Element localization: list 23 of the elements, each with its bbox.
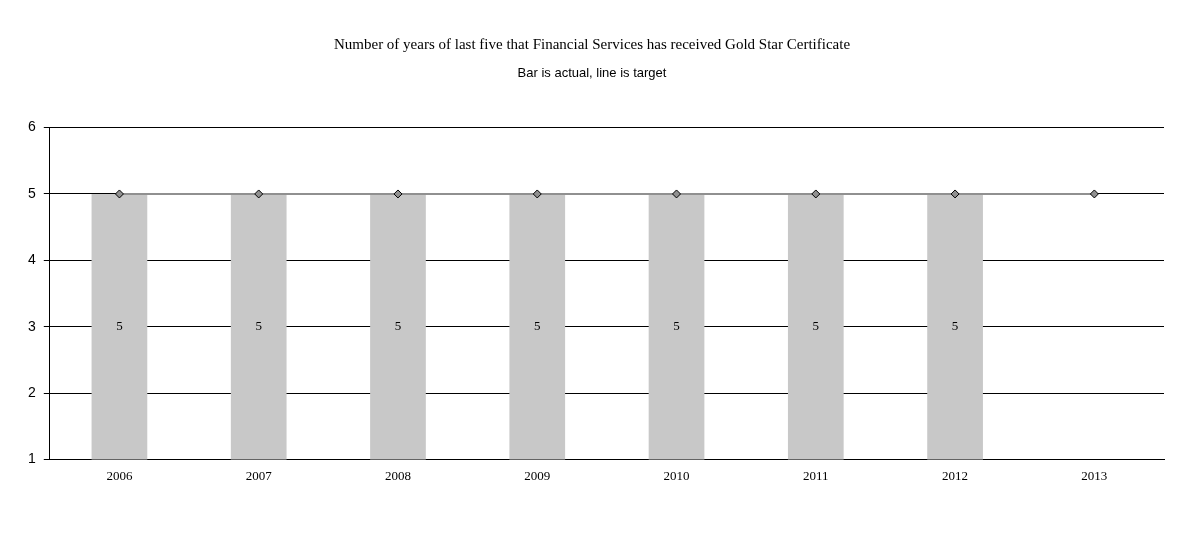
data-label: 5	[673, 318, 680, 334]
y-tick-label: 5	[27, 184, 36, 201]
data-label: 5	[534, 318, 541, 334]
x-tick-label: 2011	[803, 467, 829, 483]
x-tick-label: 2006	[106, 467, 133, 483]
data-label: 5	[255, 318, 262, 334]
data-label: 5	[812, 318, 820, 334]
x-tick-label: 2010	[663, 467, 690, 483]
data-label: 5	[951, 318, 959, 334]
x-tick-label: 2009	[524, 467, 551, 483]
y-tick-label: 6	[27, 118, 36, 135]
chart-subtitle: Bar is actual, line is target	[517, 65, 667, 81]
y-tick-label: 1	[27, 450, 36, 467]
x-tick-label: 2013	[1081, 467, 1108, 483]
y-tick-label: 4	[27, 251, 36, 268]
data-label: 5	[116, 318, 123, 334]
x-tick-label: 2008	[384, 467, 411, 483]
y-tick-label: 2	[27, 383, 36, 400]
data-label: 5	[394, 318, 402, 334]
y-tick-label: 3	[27, 317, 36, 334]
chart-title: Number of years of last five that Financial Services has received Gold Star Certificate	[333, 35, 851, 52]
x-tick-label: 2012	[942, 467, 969, 483]
x-tick-label: 2007	[245, 467, 273, 483]
